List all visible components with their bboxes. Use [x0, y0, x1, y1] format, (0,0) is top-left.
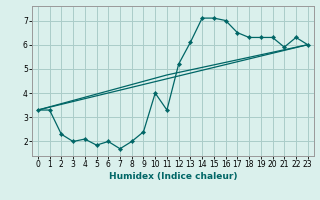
- X-axis label: Humidex (Indice chaleur): Humidex (Indice chaleur): [108, 172, 237, 181]
